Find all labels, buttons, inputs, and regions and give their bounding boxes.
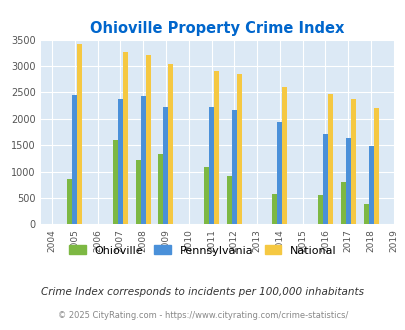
Bar: [158, 154, 163, 224]
Bar: [72, 94, 77, 224]
Bar: [345, 138, 350, 224]
Bar: [340, 182, 345, 224]
Bar: [322, 134, 327, 224]
Bar: [140, 96, 145, 224]
Bar: [226, 176, 231, 224]
Bar: [209, 107, 213, 224]
Bar: [236, 74, 241, 224]
Bar: [368, 146, 373, 224]
Legend: Ohioville, Pennsylvania, National: Ohioville, Pennsylvania, National: [64, 241, 341, 260]
Bar: [135, 160, 140, 224]
Bar: [213, 71, 218, 224]
Title: Ohioville Property Crime Index: Ohioville Property Crime Index: [90, 21, 343, 36]
Bar: [67, 179, 72, 224]
Text: © 2025 CityRating.com - https://www.cityrating.com/crime-statistics/: © 2025 CityRating.com - https://www.city…: [58, 311, 347, 320]
Bar: [203, 167, 209, 224]
Bar: [117, 99, 123, 224]
Bar: [350, 99, 355, 224]
Bar: [77, 44, 82, 224]
Bar: [362, 204, 368, 224]
Bar: [282, 87, 287, 224]
Bar: [272, 194, 277, 224]
Bar: [277, 122, 282, 224]
Bar: [327, 94, 332, 224]
Bar: [113, 140, 117, 224]
Bar: [373, 108, 377, 224]
Bar: [145, 55, 150, 224]
Bar: [231, 110, 236, 224]
Bar: [123, 52, 128, 224]
Bar: [317, 195, 322, 224]
Bar: [163, 107, 168, 224]
Text: Crime Index corresponds to incidents per 100,000 inhabitants: Crime Index corresponds to incidents per…: [41, 287, 364, 297]
Bar: [168, 64, 173, 224]
